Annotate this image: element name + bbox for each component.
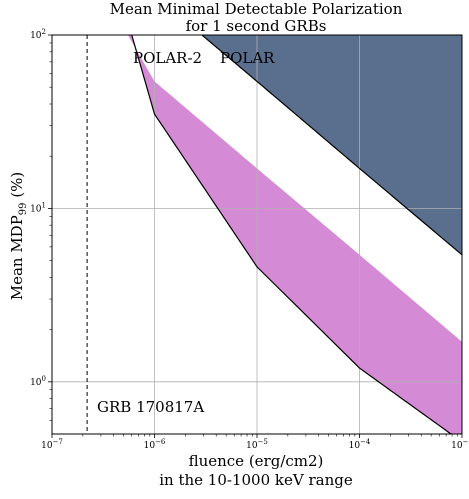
x-tick-label: 10−7 bbox=[41, 438, 63, 451]
series-polar-2-line bbox=[131, 35, 453, 434]
plot-area bbox=[52, 35, 462, 434]
y-axis-label-suffix: (%) bbox=[8, 172, 26, 203]
x-tick-label: 10−5 bbox=[246, 438, 268, 451]
chart-title-line-2: for 1 second GRBs bbox=[186, 17, 327, 35]
series-polar-2-band bbox=[127, 35, 462, 434]
y-axis-label-subscript: 99 bbox=[18, 202, 29, 215]
x-tick-label: 10−4 bbox=[349, 438, 371, 451]
y-axis-label: Mean MDP99 (%) bbox=[8, 172, 29, 301]
y-tick-label: 102 bbox=[30, 28, 46, 41]
x-tick-label: 10−3 bbox=[451, 438, 469, 451]
x-axis-label-line-2: in the 10-1000 keV range bbox=[159, 471, 353, 489]
chart-title-line-1: Mean Minimal Detectable Polarization bbox=[110, 0, 403, 18]
x-tick-label: 10−6 bbox=[144, 438, 166, 451]
series-polar-line bbox=[201, 35, 462, 256]
label-polar-2: POLAR-2 bbox=[133, 49, 202, 67]
label-polar: POLAR bbox=[220, 49, 275, 67]
x-axis-label-line-1: fluence (erg/cm2) bbox=[189, 452, 324, 470]
y-tick-label: 100 bbox=[30, 375, 46, 388]
y-axis-label-text: Mean MDP bbox=[8, 215, 26, 300]
y-tick-label: 101 bbox=[30, 201, 46, 214]
label-grb: GRB 170817A bbox=[97, 398, 204, 416]
